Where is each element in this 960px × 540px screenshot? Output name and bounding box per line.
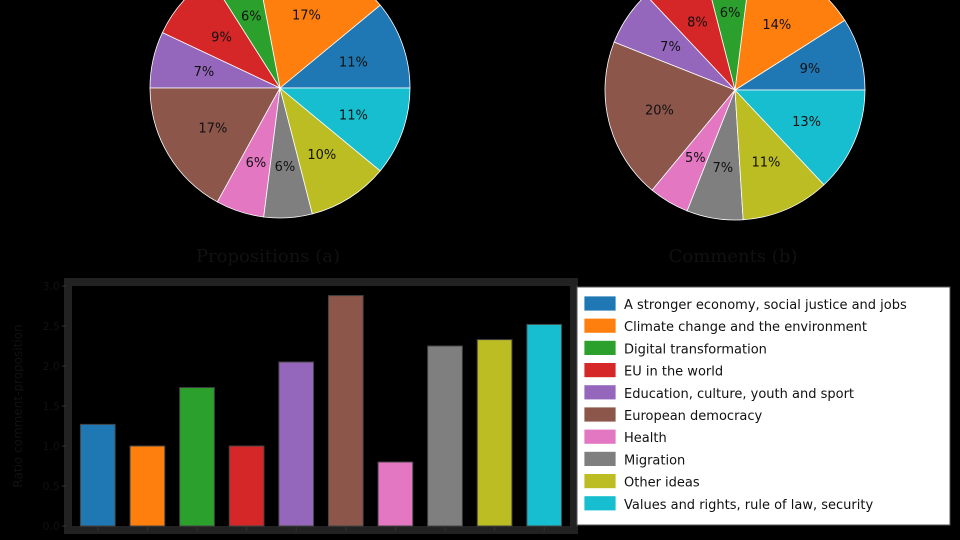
legend: A stronger economy, social justice and j…	[576, 286, 951, 526]
legend-label-2: Climate change and the environment	[624, 320, 867, 335]
propositions-slice-label-6: 17%	[198, 122, 227, 137]
legend-label-4: EU in the world	[624, 365, 723, 380]
comments-slice-label-1: 9%	[800, 62, 821, 77]
propositions-slice-label-5: 7%	[194, 65, 215, 80]
propositions-slice-label-2: 17%	[292, 9, 321, 24]
comments-slice-label-9: 11%	[752, 156, 781, 171]
legend-swatch-3	[583, 339, 617, 356]
comments-slice-2	[734, 0, 846, 91]
comments-slice-label-10: 13%	[792, 115, 821, 130]
y-tick-label: 2.5	[43, 320, 61, 333]
legend-swatch-7	[583, 428, 617, 445]
legend-label-9: Other ideas	[624, 476, 700, 491]
legend-box	[576, 286, 951, 526]
bar-5	[278, 361, 315, 527]
propositions-slice-label-1: 11%	[339, 56, 368, 71]
y-tick-label: 0.0	[43, 520, 61, 533]
propositions-slice-label-4: 9%	[211, 30, 232, 45]
propositions-slice-label-7: 6%	[246, 156, 267, 171]
bar-1	[79, 423, 116, 527]
propositions-slice-label-9: 10%	[307, 148, 336, 163]
comments-slice-3	[711, 0, 747, 91]
y-tick-label: 2.0	[43, 360, 61, 373]
comments-slice-label-4: 8%	[687, 16, 708, 31]
comments-slice-label-3: 6%	[720, 6, 741, 21]
y-tick-label: 3.0	[43, 280, 61, 293]
legend-swatch-2	[583, 317, 617, 334]
legend-label-5: Education, culture, youth and sport	[624, 387, 854, 402]
legend-swatch-6	[583, 406, 617, 423]
caption-comments: Comments (b)	[669, 246, 798, 267]
legend-swatch-10	[583, 495, 617, 512]
comments-slice-label-7: 5%	[685, 151, 706, 166]
bar-7	[377, 461, 414, 527]
comments-slice-label-5: 7%	[660, 40, 681, 55]
caption-propositions: Propositions (a)	[196, 246, 340, 267]
propositions-slice-label-3: 6%	[241, 9, 262, 24]
comments-slice-label-6: 20%	[645, 103, 674, 118]
comments-slice-9	[734, 88, 825, 221]
bar-3	[179, 387, 215, 527]
legend-label-3: Digital transformation	[624, 342, 767, 357]
bar-2	[129, 445, 166, 527]
pie-chart-propositions: 11% 17% 6% 9% 7% 17% 6% 6% 10% 11%	[149, 0, 411, 219]
propositions-slice-2	[262, 0, 381, 89]
comments-slice-label-2: 14%	[762, 18, 791, 33]
legend-label-1: A stronger economy, social justice and j…	[624, 298, 907, 313]
bar-10	[526, 323, 563, 527]
bar-9	[476, 339, 513, 527]
legend-label-6: European democracy	[624, 409, 763, 424]
legend-label-10: Values and rights, rule of law, security	[624, 498, 873, 513]
legend-swatch-4	[583, 362, 617, 379]
comments-slice-label-8: 7%	[712, 161, 733, 176]
propositions-slice-label-10: 11%	[339, 108, 368, 123]
y-tick-label: 1.5	[43, 400, 61, 413]
pie-chart-comments: 9% 14% 6% 8% 7% 20% 5% 7% 11% 13%	[604, 0, 866, 221]
legend-label-8: Migration	[624, 453, 685, 468]
legend-swatch-1	[583, 295, 617, 312]
propositions-slice-9	[279, 86, 381, 215]
propositions-slice-1	[278, 4, 411, 89]
bar-6	[327, 295, 364, 527]
legend-swatch-9	[583, 473, 617, 490]
bar-chart-ratio: Ratio comment-proposition 0.0 0.5 1.0 1.5 2.…	[11, 278, 578, 534]
propositions-slice-6	[149, 87, 281, 203]
comments-slice-6	[604, 41, 736, 191]
y-tick-label: 1.0	[43, 440, 61, 453]
y-axis-label: Ratio comment-proposition	[11, 324, 25, 487]
legend-swatch-8	[583, 450, 617, 467]
legend-swatch-5	[583, 384, 617, 401]
bar-8	[427, 345, 463, 527]
y-tick-label: 0.5	[43, 480, 61, 493]
propositions-slice-10	[278, 87, 411, 172]
propositions-slice-label-8: 6%	[275, 160, 296, 175]
legend-label-7: Health	[624, 431, 667, 446]
bar-4	[228, 445, 265, 527]
comments-slice-10	[734, 89, 866, 186]
